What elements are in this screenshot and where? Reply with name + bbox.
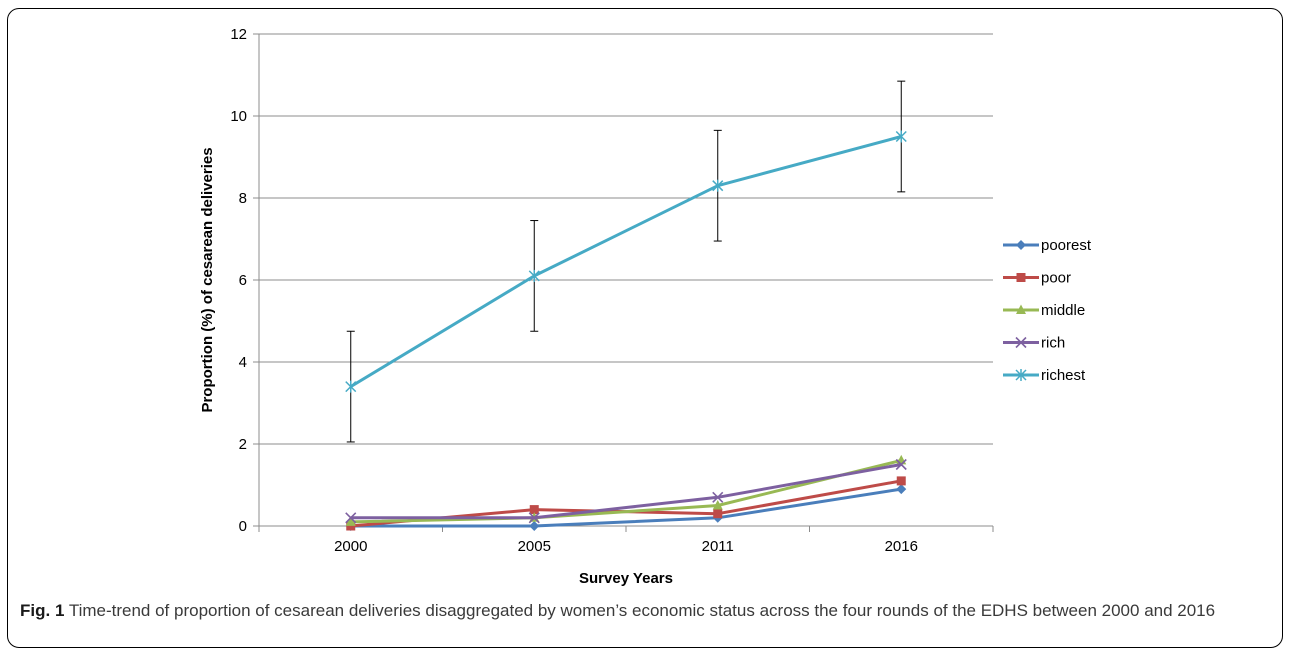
legend-label: poor [1041,270,1071,287]
series-line [350,487,902,528]
data-point [1016,240,1026,250]
data-point [345,516,356,526]
legend-entry-rich: rich [1003,335,1065,352]
x-axis-title: Survey Years [579,570,673,587]
series-line [349,135,902,388]
error-bars [346,80,906,443]
caption-label: Fig. 1 [20,601,65,620]
data-point [1016,273,1026,282]
data-point [895,458,907,471]
series-rich [345,458,907,524]
y-tick-label: 0 [239,518,247,535]
figure-frame [7,8,1283,648]
y-tick-label: 4 [239,354,247,371]
y-tick-label: 8 [239,190,247,207]
data-point [1015,336,1027,349]
data-point [896,454,907,465]
legend-entry-richest: richest [1003,367,1086,384]
data-point [1016,304,1026,314]
x-tick-label: 2005 [518,538,551,555]
data-point [345,512,357,524]
y-tick-labels: 0 2 4 6 8 10 12 [230,26,247,535]
legend-label: middle [1041,302,1085,319]
y-tick-label: 6 [239,272,247,289]
axes [253,33,994,532]
line-chart: 0 2 4 6 8 10 12 2000 2005 2011 2016 poorest poor mi… [199,26,1092,587]
legend-label: richest [1041,367,1086,384]
data-point [528,269,540,282]
data-point [896,484,907,495]
y-axis-title: Proportion (%) of cesarean deliveries [199,147,216,412]
data-point [528,512,540,524]
data-point [896,476,906,486]
grid-lines [259,33,993,445]
legend-label: poorest [1041,237,1092,254]
data-point [1015,369,1027,381]
series-richest [345,130,907,393]
x-tick-labels: 2000 2005 2011 2016 [334,538,918,555]
data-point [346,521,356,531]
x-tick-label: 2000 [334,538,367,555]
legend: poorest poor middle rich richest [1003,237,1092,384]
x-tick-label: 2011 [702,538,734,555]
legend-entry-poorest: poorest [1003,237,1092,254]
legend-entry-middle: middle [1003,302,1085,319]
legend-label: rich [1041,335,1065,352]
data-point [345,380,357,393]
data-point [895,130,907,143]
data-point [529,505,539,515]
data-point [529,521,540,531]
data-point [712,179,724,192]
series-line [350,463,902,520]
series-line [350,458,902,524]
series-middle [345,454,907,526]
figure-caption: Fig. 1 Time-trend of proportion of cesar… [20,599,1270,623]
data-point [713,509,723,519]
legend-entry-poor: poor [1003,270,1071,287]
y-tick-label: 10 [230,108,247,125]
data-point [712,491,724,503]
series-lines [345,130,907,531]
caption-text: Time-trend of proportion of cesarean del… [64,601,1216,620]
x-tick-label: 2016 [885,538,918,555]
y-tick-label: 12 [230,26,247,43]
y-tick-label: 2 [239,436,247,453]
data-point [712,500,723,510]
